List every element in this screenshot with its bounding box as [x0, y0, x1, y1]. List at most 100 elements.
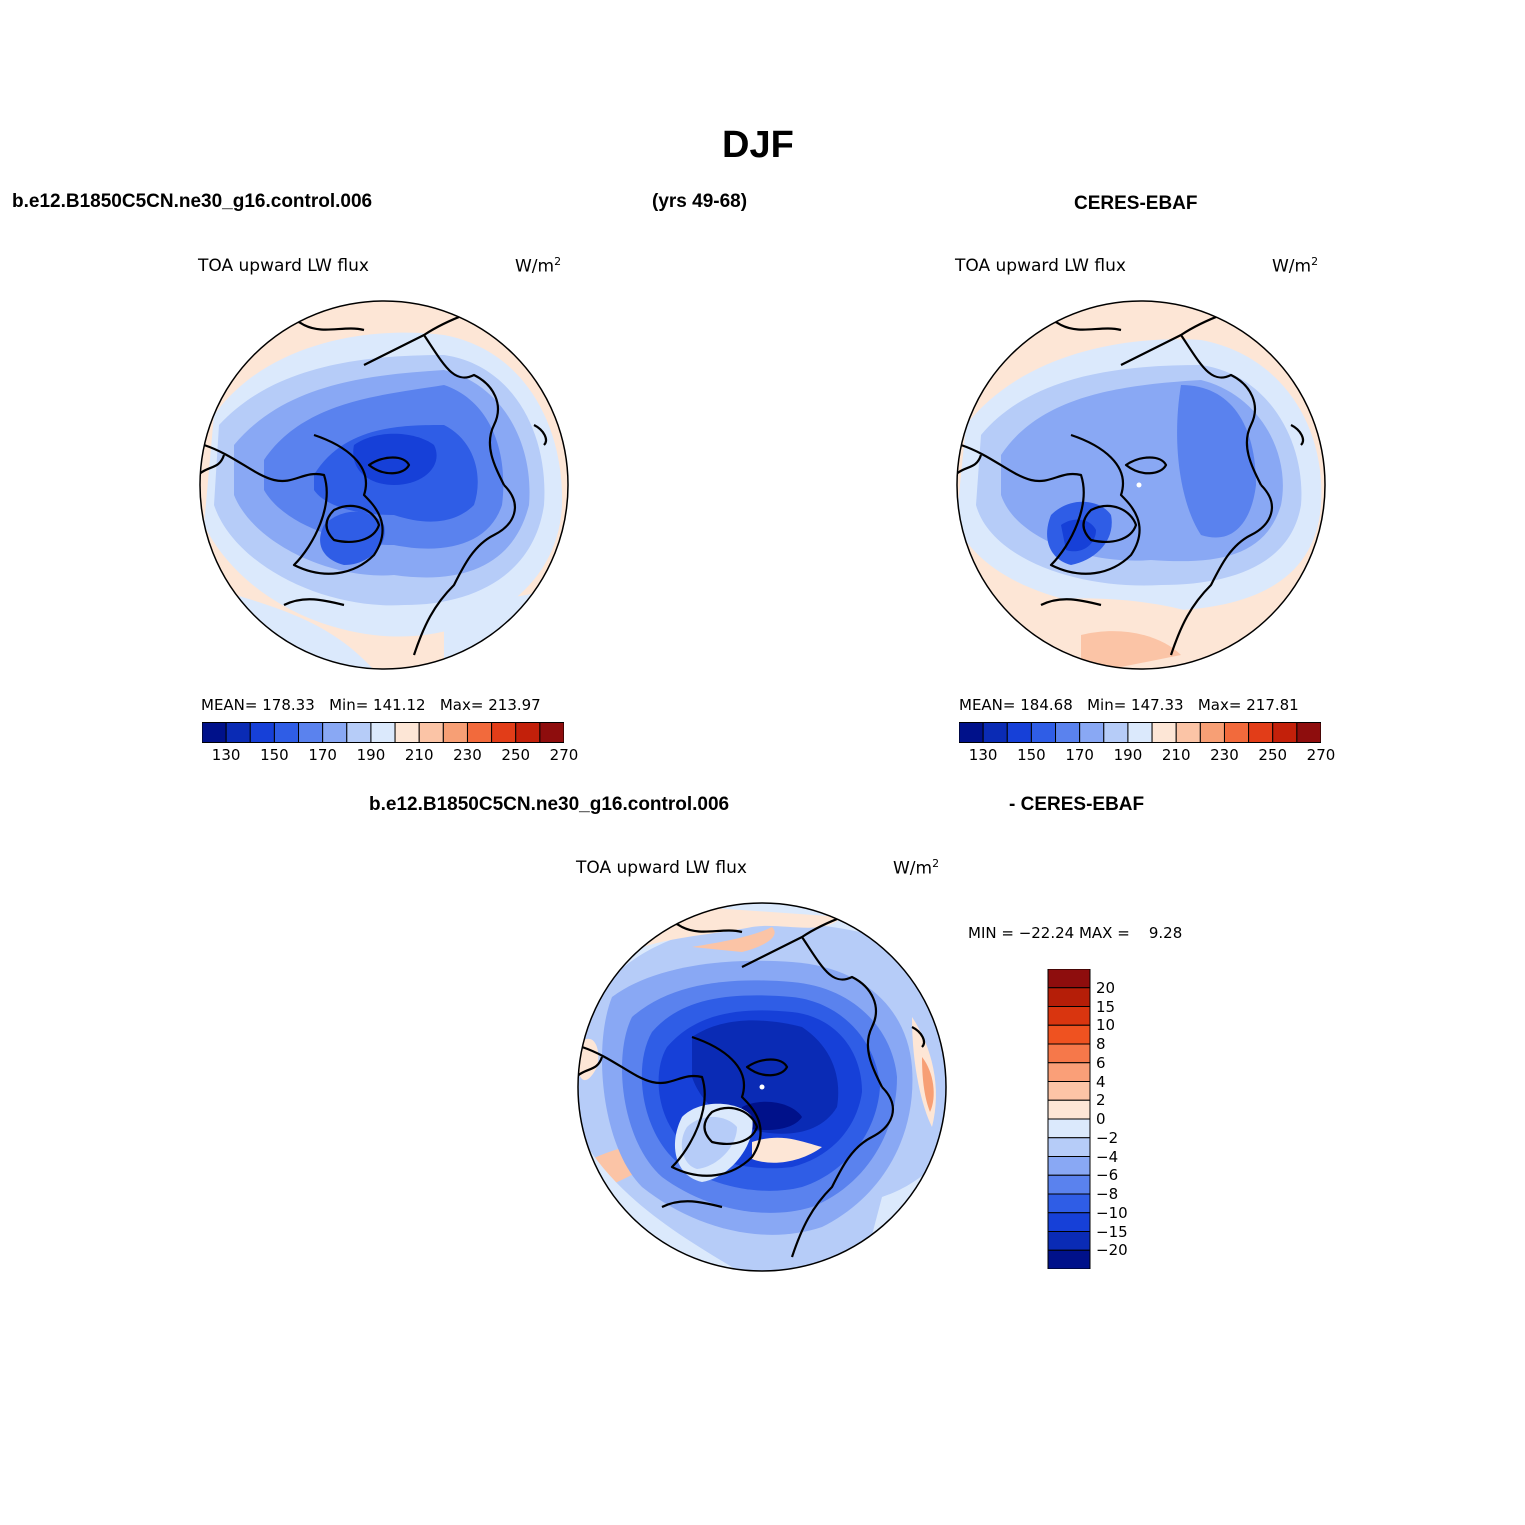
model-colorbar-ticks: 130 150 170 190 210 230 250 270 [202, 746, 579, 766]
colorbar-box [249, 722, 275, 743]
colorbar-tick-label: 230 [1210, 746, 1239, 764]
colorbar-box [442, 722, 468, 743]
colorbar-tick-label: 190 [1113, 746, 1143, 764]
colorbar-box [1006, 722, 1032, 743]
colorbar-tick-label: 250 [501, 746, 531, 764]
colorbar-box [1127, 722, 1153, 743]
obs-polar-map [956, 300, 1326, 670]
model-units-label: W/m2 [515, 255, 562, 277]
colorbar-box [273, 722, 300, 743]
colorbar-box [1199, 722, 1225, 743]
colorbar-tick-label: −15 [1096, 1222, 1128, 1241]
colorbar-box [1272, 722, 1298, 743]
colorbar-tick-label: −20 [1096, 1241, 1128, 1260]
obs-variable-label: TOA upward LW flux [955, 256, 1126, 276]
colorbar-tick-label: 0 [1096, 1110, 1106, 1128]
colorbar-tick-label: 2 [1096, 1091, 1106, 1110]
colorbar-tick-label: 10 [1096, 1016, 1116, 1035]
colorbar-tick-label: −6 [1096, 1166, 1119, 1185]
colorbar-box [322, 722, 348, 743]
colorbar-box [1047, 1137, 1091, 1157]
colorbar-box [491, 722, 517, 743]
colorbar-tick-label: 270 [549, 746, 579, 764]
colorbar-tick-label: 130 [968, 746, 998, 764]
colorbar-tick-label: −10 [1096, 1203, 1128, 1222]
colorbar-tick-label: 190 [356, 746, 386, 764]
years-header: (yrs 49-68) [652, 191, 748, 212]
colorbar-box [1055, 722, 1081, 743]
model-polar-map [199, 300, 569, 670]
model-colorbar [202, 722, 564, 743]
colorbar-box [202, 722, 227, 743]
obs-stats: MEAN= 184.68 Min= 147.33 Max= 217.81 [959, 696, 1299, 714]
colorbar-box [1047, 1212, 1091, 1232]
colorbar-box [1047, 969, 1091, 989]
colorbar-tick-label: −2 [1096, 1128, 1119, 1147]
diff-header-obs: - CERES-EBAF [1009, 794, 1145, 815]
colorbar-tick-label: 4 [1096, 1072, 1106, 1091]
obs-header: CERES-EBAF [1074, 193, 1198, 214]
colorbar-box [1047, 1099, 1091, 1120]
colorbar-box [1047, 1006, 1091, 1026]
colorbar-box [346, 722, 372, 743]
colorbar-tick-label: 170 [308, 746, 337, 764]
colorbar-box [959, 722, 984, 743]
colorbar-tick-label: 210 [404, 746, 434, 764]
colorbar-box [1047, 987, 1091, 1007]
colorbar-box [418, 722, 444, 743]
model-stats: MEAN= 178.33 Min= 141.12 Max= 213.97 [201, 696, 541, 714]
colorbar-tick-label: 20 [1096, 978, 1116, 997]
colorbar-box [1047, 1024, 1091, 1045]
diff-polar-map [577, 902, 947, 1272]
model-header: b.e12.B1850C5CN.ne30_g16.control.006 [12, 191, 373, 212]
colorbar-box [1079, 722, 1105, 743]
colorbar-box [1248, 722, 1274, 743]
diff-colorbar [1047, 969, 1091, 1269]
figure-title: DJF [722, 124, 794, 166]
colorbar-tick-label: −4 [1096, 1147, 1119, 1166]
colorbar-tick-label: 150 [260, 746, 289, 764]
colorbar-tick-label: 250 [1258, 746, 1288, 764]
colorbar-box [982, 722, 1008, 743]
colorbar-box [1047, 1249, 1091, 1269]
colorbar-tick-label: 6 [1096, 1053, 1106, 1072]
colorbar-tick-label: 8 [1096, 1035, 1106, 1053]
diff-header-model: b.e12.B1850C5CN.ne30_g16.control.006 [369, 794, 730, 815]
colorbar-tick-label: 210 [1161, 746, 1191, 764]
diff-variable-label: TOA upward LW flux [576, 858, 747, 878]
colorbar-box [1030, 722, 1057, 743]
colorbar-box [1175, 722, 1201, 743]
colorbar-tick-label: 230 [453, 746, 482, 764]
colorbar-tick-label: −8 [1096, 1185, 1119, 1203]
obs-colorbar [959, 722, 1321, 743]
colorbar-box [1151, 722, 1177, 743]
obs-units-label: W/m2 [1272, 255, 1319, 277]
colorbar-box [1223, 722, 1250, 743]
colorbar-box [1296, 722, 1321, 743]
diff-minmax: MIN = −22.24 MAX = 9.28 [968, 924, 1183, 942]
colorbar-box [539, 722, 564, 743]
colorbar-tick-label: 130 [211, 746, 241, 764]
colorbar-box [298, 722, 324, 743]
colorbar-box [1047, 1081, 1091, 1101]
colorbar-box [1047, 1231, 1091, 1251]
colorbar-tick-label: 270 [1306, 746, 1336, 764]
colorbar-box [1047, 1174, 1091, 1195]
colorbar-box [1103, 722, 1129, 743]
model-variable-label: TOA upward LW flux [198, 256, 369, 276]
colorbar-box [466, 722, 493, 743]
colorbar-tick-label: 15 [1096, 997, 1116, 1016]
colorbar-tick-label: 170 [1065, 746, 1094, 764]
colorbar-box [225, 722, 251, 743]
diff-colorbar-ticks: 20 15 10 8 6 4 2 0 −2 −4 −6 −8 −10 −15 −20 [1096, 969, 1156, 1269]
colorbar-box [515, 722, 541, 743]
colorbar-box [1047, 1062, 1091, 1082]
colorbar-box [1047, 1193, 1091, 1214]
colorbar-box [1047, 1118, 1091, 1139]
colorbar-tick-label: 150 [1017, 746, 1046, 764]
diff-units-label: W/m2 [893, 857, 940, 879]
colorbar-box [1047, 1156, 1091, 1176]
colorbar-box [394, 722, 420, 743]
colorbar-box [1047, 1043, 1091, 1064]
colorbar-box [370, 722, 396, 743]
